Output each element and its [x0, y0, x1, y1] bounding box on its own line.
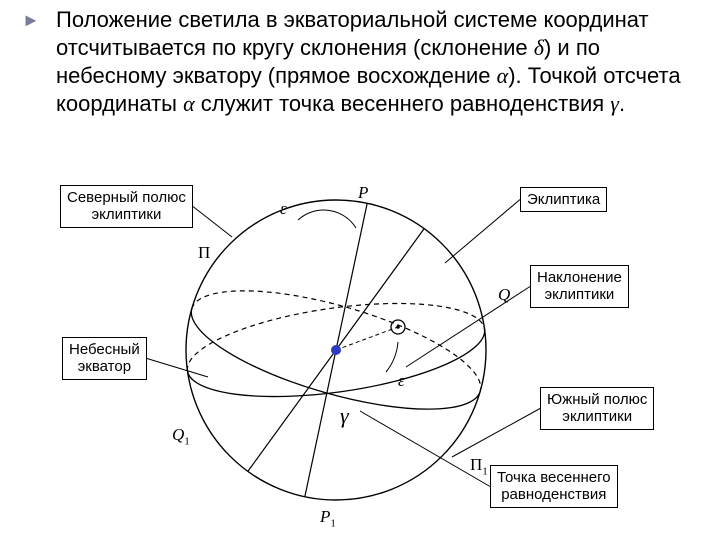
celestial-sphere-diagram: Северный полюсэклиптики Эклиптика Небесн… [0, 155, 720, 540]
symbol-alpha-2: α [183, 91, 195, 116]
label-south-ecliptic-pole: Южный полюсэклиптики [540, 387, 654, 430]
label-north-ecliptic-pole: Северный полюсэклиптики [60, 185, 193, 228]
symbol-alpha-1: α [497, 63, 509, 88]
bullet-icon: ► [22, 10, 40, 31]
angle-label-epsilon-2: ε [398, 371, 405, 391]
point-label-p: P [358, 183, 368, 203]
label-ecliptic-inclination: Наклонениеэклиптики [530, 265, 629, 308]
page: ► Положение светила в экваториальной сис… [0, 0, 720, 540]
point-label-q: Q [498, 285, 510, 305]
para-text-4: служит точка весеннего равноденствия [195, 91, 611, 116]
label-vernal-equinox: Точка весеннегоравноденствия [490, 465, 618, 508]
para-text-5: . [619, 91, 625, 116]
point-label-pi: П [198, 243, 210, 263]
point-label-gamma: γ [340, 403, 349, 429]
point-label-pi1: П1 [470, 455, 488, 477]
symbol-delta: δ [534, 35, 544, 60]
angle-label-epsilon-1: ε [280, 199, 287, 219]
label-ecliptic: Эклиптика [520, 187, 607, 212]
point-label-p1: P1 [320, 507, 336, 529]
point-label-q1: Q1 [172, 425, 190, 447]
label-celestial-equator: Небесныйэкватор [62, 337, 147, 380]
symbol-gamma-text: γ [610, 91, 619, 116]
main-paragraph: Положение светила в экваториальной систе… [56, 6, 686, 119]
